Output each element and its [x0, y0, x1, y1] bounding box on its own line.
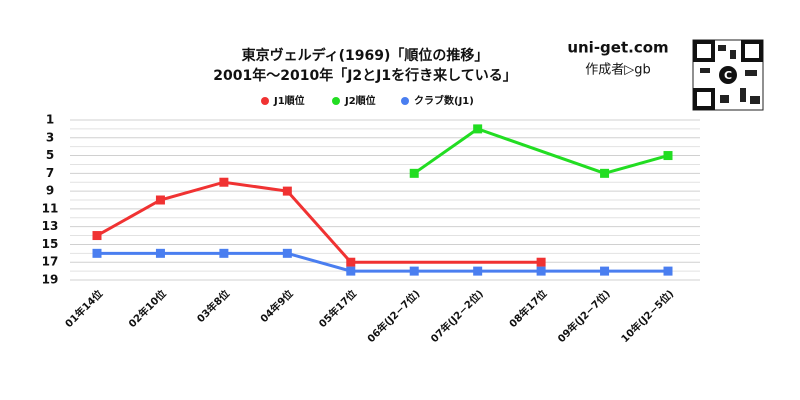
point [219, 177, 229, 187]
y-tick-label: 3 [46, 130, 54, 144]
y-tick-label: 7 [46, 166, 54, 180]
point [92, 248, 102, 258]
y-tick-label: 9 [46, 184, 54, 198]
y-tick-label: 5 [46, 148, 54, 162]
x-tick-label: 04年9位 [257, 287, 295, 325]
legend-marker [261, 97, 269, 105]
point [282, 186, 292, 196]
x-tick-label: 08年17位 [506, 287, 549, 330]
y-tick-label: 17 [42, 255, 59, 269]
chart-title: 東京ヴェルディ(1969)「順位の推移」 [242, 47, 489, 64]
x-tick-label: 05年17位 [316, 287, 359, 330]
point [219, 248, 229, 258]
legend-label: J2順位 [344, 94, 376, 107]
qr-code: C [692, 39, 764, 111]
point [155, 248, 165, 258]
x-tick-label: 01年14位 [62, 287, 105, 330]
point [155, 195, 165, 205]
site-name: uni-get.com [567, 39, 668, 57]
point [473, 266, 483, 276]
y-tick-label: 19 [42, 273, 59, 287]
point [92, 231, 102, 241]
y-tick-label: 11 [42, 201, 59, 215]
point [600, 168, 610, 178]
point [473, 124, 483, 134]
point [536, 257, 546, 267]
x-tick-label: 09年(J2−7位) [555, 287, 613, 345]
point [663, 151, 673, 161]
point [600, 266, 610, 276]
svg-text:C: C [724, 69, 732, 82]
point [346, 266, 356, 276]
legend-label: クラブ数(J1) [414, 94, 474, 107]
legend-marker [401, 97, 409, 105]
y-tick-label: 13 [42, 219, 59, 233]
point [282, 248, 292, 258]
series-line [413, 127, 669, 175]
x-tick-label: 03年8位 [194, 287, 232, 325]
point [409, 168, 419, 178]
point [409, 266, 419, 276]
point [663, 266, 673, 276]
legend-marker [332, 97, 340, 105]
legend-label: J1順位 [273, 94, 305, 107]
x-tick-label: 02年10位 [126, 287, 169, 330]
author: 作成者▷gb [585, 63, 651, 78]
point [536, 266, 546, 276]
gap-connector [477, 127, 606, 175]
series-line [97, 251, 668, 273]
x-tick-label: 06年(J2−7位) [364, 287, 422, 345]
x-tick-label: 10年(J2−5位) [618, 287, 676, 345]
y-tick-label: 1 [46, 113, 54, 127]
x-tick-label: 07年(J2−2位) [428, 287, 486, 345]
y-tick-label: 15 [42, 237, 59, 251]
point [346, 257, 356, 267]
chart-subtitle: 2001年〜2010年「J2とJ1を行き来している」 [213, 67, 516, 84]
